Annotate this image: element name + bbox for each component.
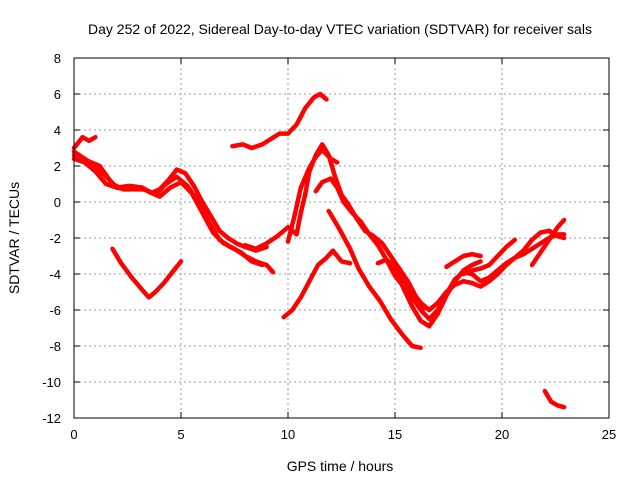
series-line-track-8 bbox=[285, 147, 340, 244]
series-line-track-6 bbox=[230, 91, 329, 151]
x-tick-label: 25 bbox=[602, 427, 616, 442]
y-tick-label: -10 bbox=[42, 375, 61, 390]
grid-lines bbox=[74, 58, 609, 418]
series-line-track-13 bbox=[392, 259, 483, 329]
y-tick-label: 6 bbox=[54, 87, 61, 102]
y-tick-label: -8 bbox=[49, 339, 61, 354]
x-tick-labels: 0 5 10 15 20 25 bbox=[70, 427, 616, 442]
y-axis-title: SDTVAR / TECUs bbox=[6, 182, 22, 294]
series-line-track-12 bbox=[375, 228, 567, 313]
y-tick-label: 4 bbox=[54, 123, 61, 138]
x-tick-label: 10 bbox=[281, 427, 295, 442]
series-line-track-16 bbox=[529, 217, 567, 268]
series-line-track-1 bbox=[71, 134, 98, 151]
y-tick-label: 8 bbox=[54, 51, 61, 66]
y-tick-label: -4 bbox=[49, 267, 61, 282]
series-layer bbox=[71, 91, 567, 410]
axis-ticks bbox=[73, 57, 610, 419]
y-tick-labels: -12 -10 -8 -6 -4 -2 0 2 4 6 8 bbox=[42, 51, 61, 426]
series-line-track-10 bbox=[281, 248, 353, 320]
y-tick-label: 0 bbox=[54, 195, 61, 210]
series-line-track-15 bbox=[461, 237, 518, 277]
series-line-track-4 bbox=[71, 152, 265, 268]
y-tick-label: 2 bbox=[54, 159, 61, 174]
y-tick-label: -2 bbox=[49, 231, 61, 246]
series-line-track-14 bbox=[444, 251, 483, 270]
series-line-track-11 bbox=[326, 208, 423, 351]
series-line-track-17 bbox=[542, 388, 567, 410]
x-tick-label: 20 bbox=[495, 427, 509, 442]
x-tick-label: 15 bbox=[388, 427, 402, 442]
y-tick-label: -6 bbox=[49, 303, 61, 318]
y-tick-label: -12 bbox=[42, 411, 61, 426]
series-line-track-5 bbox=[110, 246, 184, 300]
x-tick-label: 5 bbox=[177, 427, 184, 442]
x-tick-label: 0 bbox=[70, 427, 77, 442]
chart-title: Day 252 of 2022, Sidereal Day-to-day VTE… bbox=[88, 21, 592, 37]
x-axis-title: GPS time / hours bbox=[287, 458, 394, 474]
series-line-track-7 bbox=[242, 142, 428, 311]
